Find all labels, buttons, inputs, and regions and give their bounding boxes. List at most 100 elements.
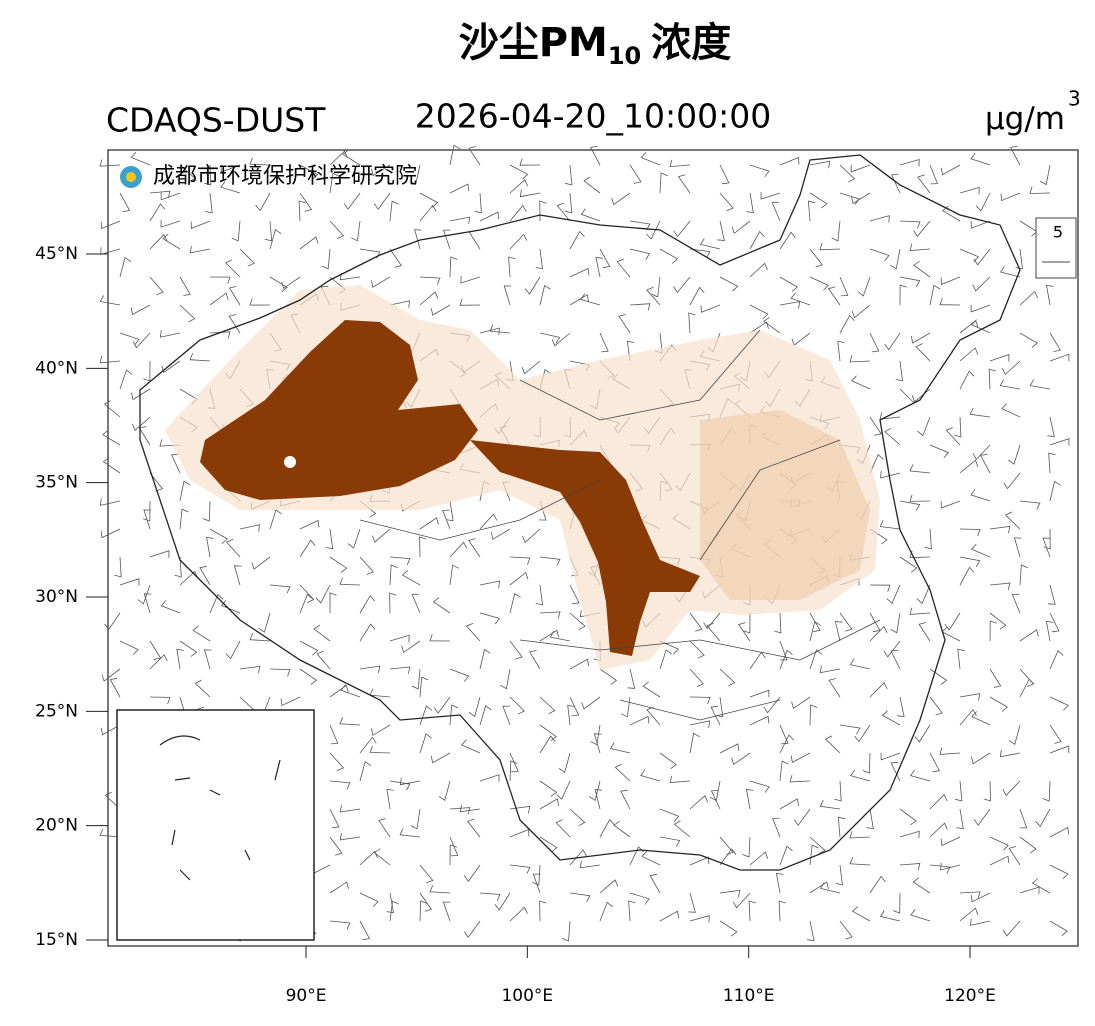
wind-barb — [599, 901, 613, 922]
wind-barb — [827, 286, 841, 306]
wind-barb — [895, 360, 903, 382]
wind-barb — [869, 625, 888, 642]
wind-barb — [959, 186, 980, 195]
wind-barb — [749, 689, 770, 698]
wind-barb — [371, 276, 391, 288]
lat-label: 30°N — [35, 587, 78, 607]
wind-barb — [772, 817, 781, 838]
wind-barb — [629, 715, 650, 726]
wind-barb — [970, 220, 991, 229]
wind-barb — [1029, 186, 1051, 194]
wind-barb — [419, 733, 432, 754]
wind-barb — [329, 836, 343, 856]
wind-barb — [199, 565, 211, 586]
wind-barb — [988, 368, 997, 390]
wind-barb — [959, 347, 979, 362]
wind-barb — [228, 314, 241, 334]
wind-barb — [569, 658, 590, 670]
wind-barb — [463, 920, 481, 938]
wind-barb — [834, 621, 843, 642]
wind-barb — [719, 743, 740, 754]
wind-barb — [646, 286, 661, 306]
wind-barb — [1048, 584, 1056, 605]
wind-barb — [359, 595, 376, 614]
wind-barb — [109, 677, 121, 698]
wind-barb — [613, 820, 631, 838]
wind-barb — [569, 584, 580, 605]
wind-barb — [479, 612, 500, 625]
wind-barb — [719, 836, 734, 856]
wind-barb — [659, 649, 673, 670]
wind-barb — [190, 220, 211, 229]
wind-barb — [910, 909, 931, 922]
dust-gap — [284, 456, 296, 468]
wind-barb — [970, 543, 991, 558]
wind-barb — [1029, 379, 1051, 390]
wind-barb — [389, 248, 402, 268]
wind-barb — [569, 849, 587, 866]
wind-barb — [209, 593, 224, 614]
wind-barb — [806, 920, 815, 942]
wind-barb — [329, 752, 345, 771]
wind-barb — [749, 262, 768, 278]
wind-barb — [778, 900, 786, 922]
wind-barb — [509, 752, 519, 773]
wind-barb — [957, 648, 965, 670]
wind-barb — [160, 192, 181, 201]
wind-barb — [929, 668, 948, 685]
title: 沙尘PM10 浓度 — [459, 20, 732, 70]
wind-barb — [884, 427, 901, 446]
wind-barb — [179, 276, 191, 296]
wind-barb — [1019, 808, 1028, 829]
wind-barb — [1049, 826, 1070, 838]
wind-barb — [479, 648, 491, 670]
wind-barb — [220, 164, 241, 173]
wind-barb — [1049, 696, 1069, 711]
wind-barb — [99, 828, 121, 838]
wind-barb — [959, 370, 975, 390]
wind-barb — [1008, 724, 1021, 745]
wind-barb — [1049, 332, 1062, 352]
wind-barb — [442, 901, 451, 922]
wind-barb — [834, 780, 842, 802]
wind-barb — [929, 794, 948, 810]
wind-barb — [119, 332, 140, 346]
wind-barb — [449, 216, 471, 225]
wind-barb — [429, 885, 451, 894]
wind-barb — [916, 584, 931, 605]
wind-barb — [539, 900, 547, 922]
wind-barb — [839, 314, 855, 334]
wind-barb — [880, 752, 901, 761]
wind-barb — [225, 539, 241, 558]
wind-barb — [539, 780, 558, 797]
wind-barb — [562, 920, 571, 942]
wind-barb — [899, 276, 921, 287]
wind-barb — [779, 640, 788, 661]
wind-barb — [1049, 745, 1070, 754]
wind-barb — [955, 780, 963, 802]
wind-barb — [494, 892, 511, 911]
wind-barb — [299, 164, 319, 180]
wind-barb — [746, 192, 754, 214]
wind-barb — [205, 192, 213, 214]
wind-barb — [910, 332, 931, 344]
wind-barb — [299, 593, 313, 614]
wind-barb — [192, 625, 211, 642]
wind-barb — [839, 192, 860, 205]
wind-barb — [539, 724, 557, 742]
wind-barb — [1019, 564, 1028, 586]
wind-barb — [779, 156, 800, 166]
wind-barb — [521, 360, 541, 375]
wind-barb — [614, 763, 631, 782]
wind-barb — [524, 276, 541, 295]
wind-barb — [719, 164, 730, 185]
wind-barb — [280, 696, 301, 707]
wind-barb — [717, 220, 725, 241]
wind-barb — [209, 331, 231, 339]
wind-barb — [989, 354, 1010, 362]
wind-barb — [1000, 192, 1021, 202]
wind-barb — [959, 556, 981, 567]
wind-barb — [465, 623, 481, 642]
wind-barb — [659, 752, 677, 770]
wind-barb — [1019, 500, 1041, 510]
